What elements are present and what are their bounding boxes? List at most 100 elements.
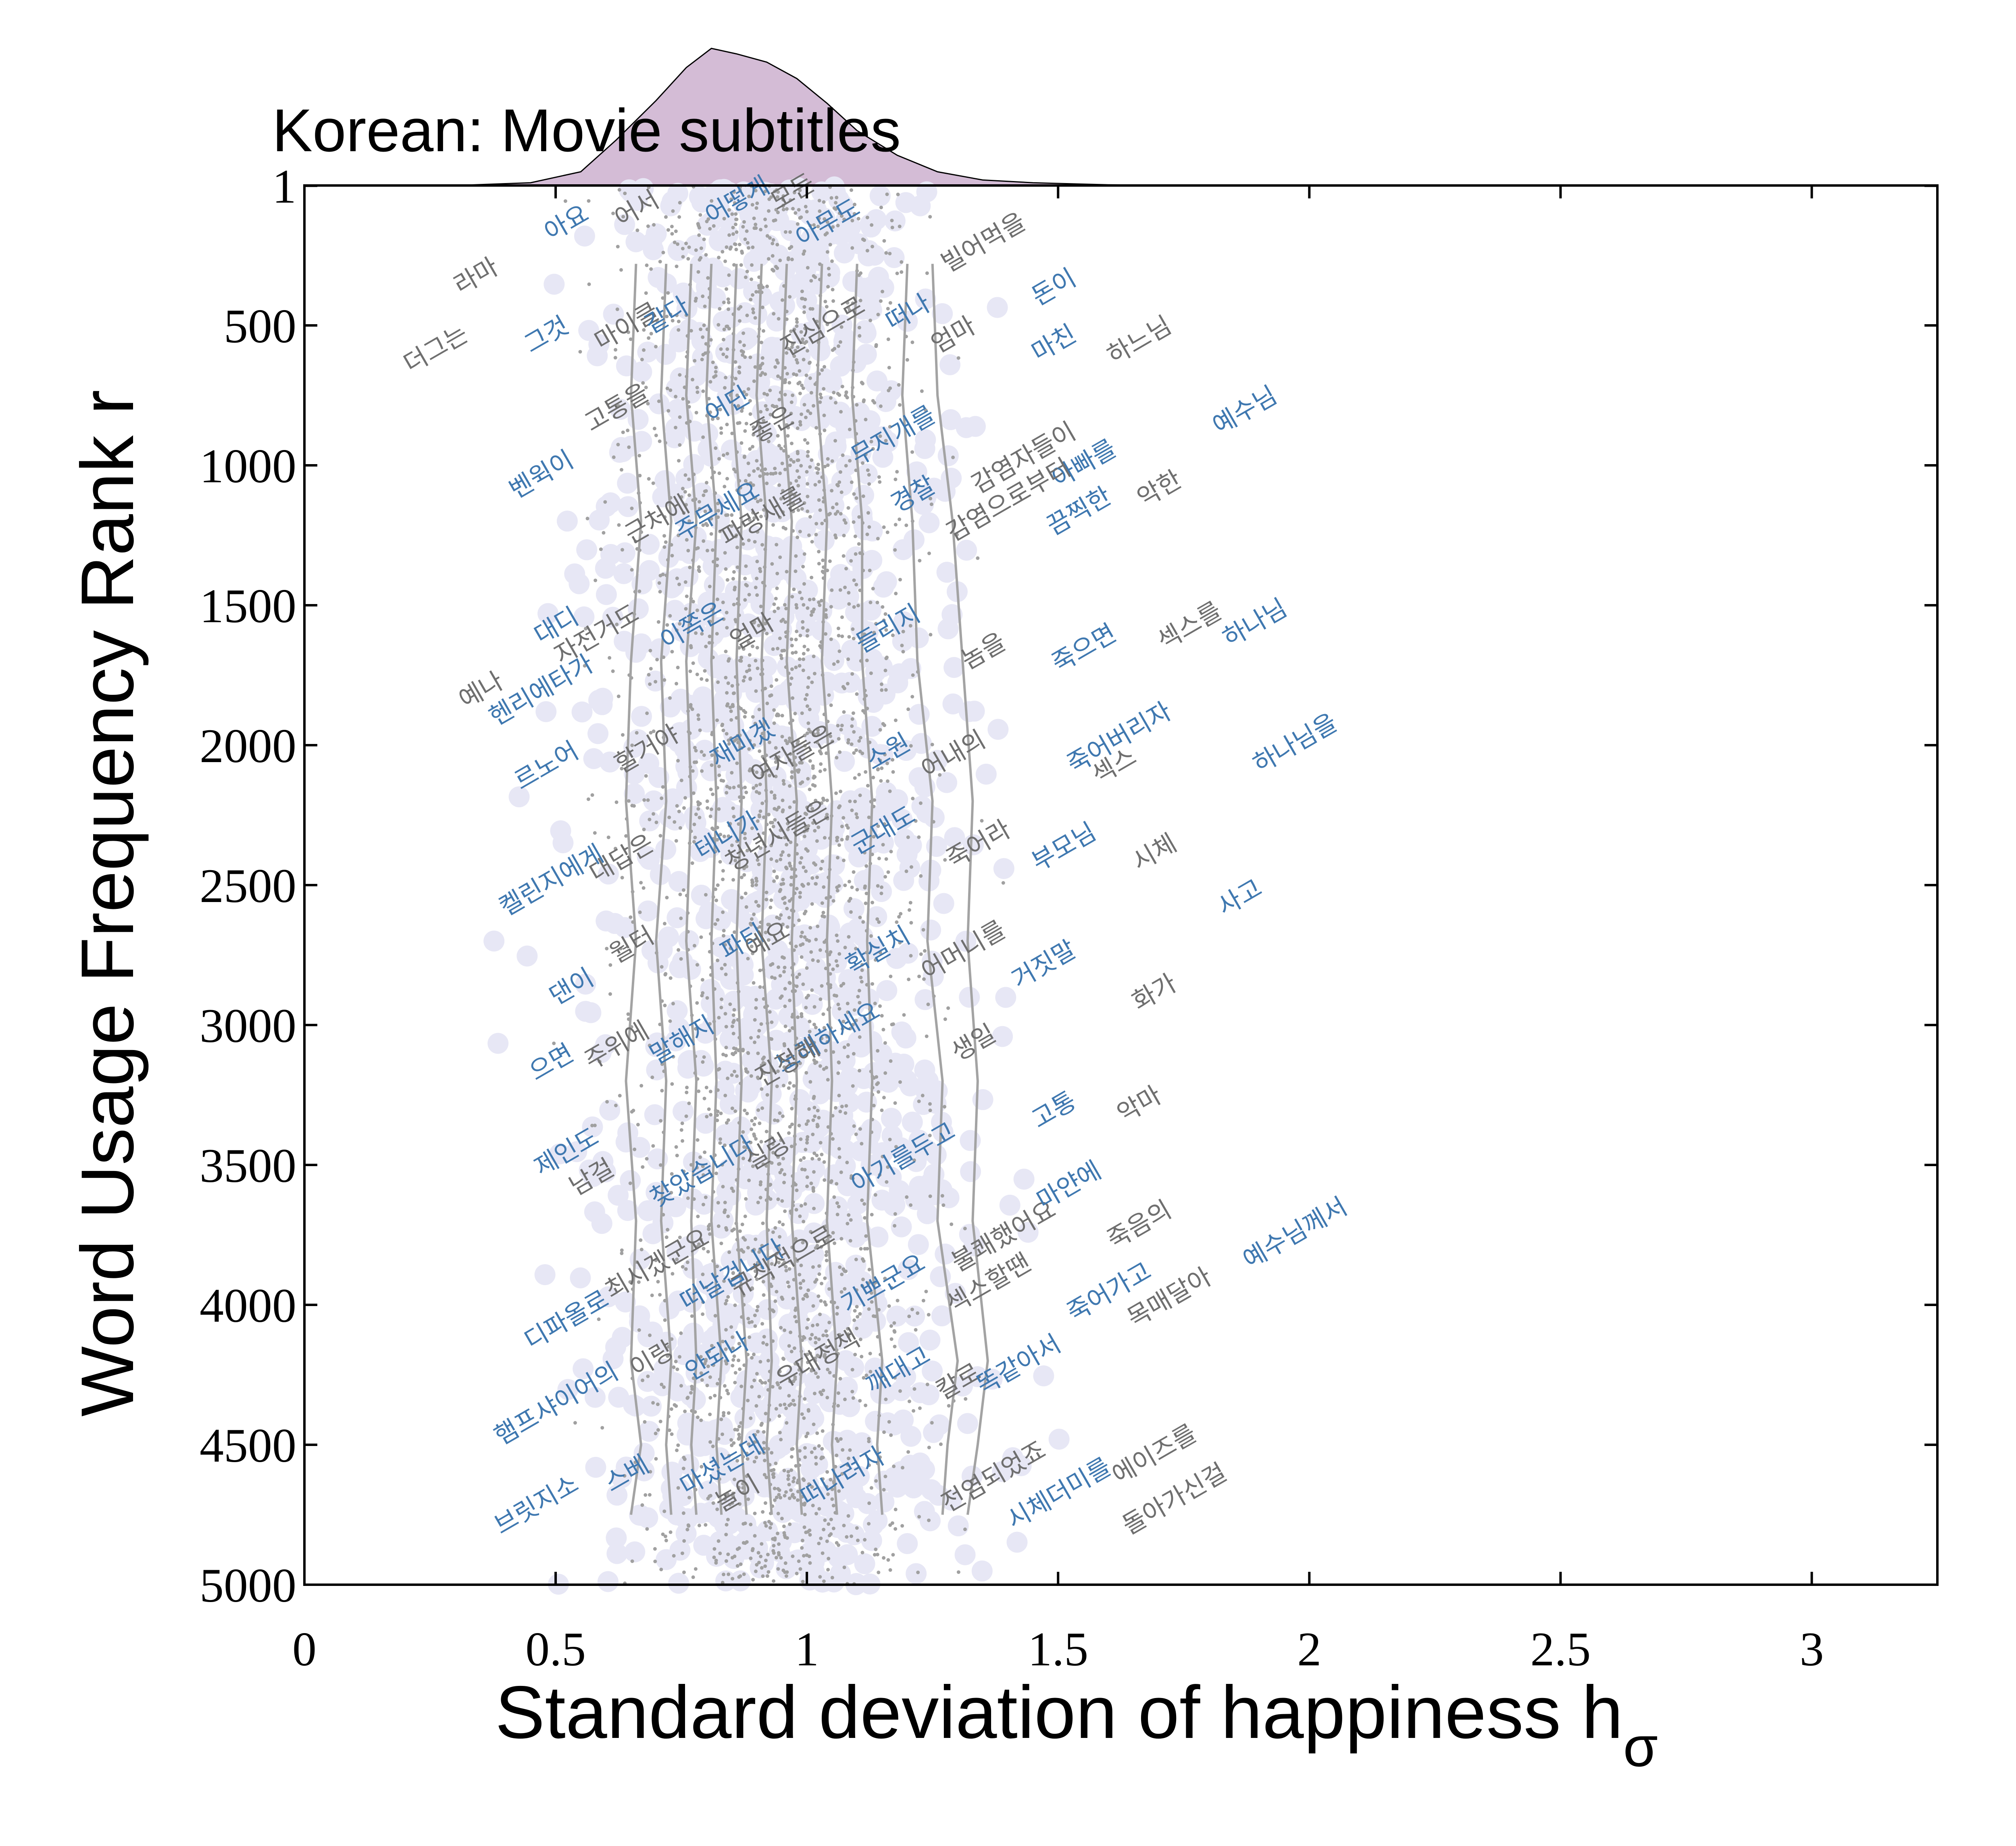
word-dot xyxy=(813,775,817,779)
word-dot xyxy=(929,502,933,506)
word-dot xyxy=(662,922,666,926)
word-dot xyxy=(827,1533,831,1538)
word-dot xyxy=(813,1446,817,1450)
word-dot xyxy=(755,1372,759,1376)
word-dot xyxy=(651,1401,655,1405)
word-dot xyxy=(646,402,650,406)
word-dot xyxy=(779,1326,783,1330)
word-dot xyxy=(822,885,826,889)
word-dot xyxy=(743,675,747,679)
word-dot xyxy=(822,1160,826,1164)
word-dot xyxy=(675,628,679,632)
word-dot xyxy=(698,507,702,511)
word-dot xyxy=(882,1430,886,1434)
y-tick-label: 4500 xyxy=(200,1419,296,1472)
word-dot xyxy=(658,590,662,594)
word-dot xyxy=(708,1396,712,1400)
word-dot xyxy=(578,350,582,354)
word-halo xyxy=(534,1264,556,1286)
word-dot xyxy=(841,1448,845,1452)
word-dot xyxy=(721,352,725,356)
word-dot xyxy=(715,1382,719,1386)
word-dot xyxy=(779,1556,783,1560)
word-dot xyxy=(817,562,821,566)
word-halo xyxy=(614,631,635,652)
word-dot xyxy=(735,565,739,569)
word-dot xyxy=(647,477,651,481)
word-dot xyxy=(686,257,690,261)
word-dot xyxy=(810,988,814,992)
word-dot xyxy=(833,439,837,443)
word-dot xyxy=(773,1118,777,1122)
word-dot xyxy=(827,1287,831,1291)
word-dot xyxy=(726,1517,730,1521)
word-dot xyxy=(833,347,837,351)
word-dot xyxy=(805,210,809,214)
word-dot xyxy=(754,689,758,693)
word-dot xyxy=(738,1229,742,1233)
word-dot xyxy=(781,1156,785,1161)
word-dot xyxy=(812,404,816,408)
word-dot xyxy=(801,884,805,888)
word-dot xyxy=(724,1347,728,1351)
word-dot xyxy=(878,480,882,484)
word-dot xyxy=(780,1517,784,1521)
word-dot xyxy=(711,1444,715,1448)
word-dot xyxy=(791,696,795,700)
word-halo xyxy=(719,1094,741,1115)
word-dot xyxy=(842,533,846,538)
word-dot xyxy=(739,263,743,267)
word-dot xyxy=(742,390,746,394)
word-dot xyxy=(798,895,802,899)
word-dot xyxy=(619,268,623,272)
word-dot xyxy=(786,434,790,438)
word-dot xyxy=(829,703,833,707)
word-dot xyxy=(820,1152,824,1156)
word-dot xyxy=(741,1522,746,1526)
word-dot xyxy=(754,1006,758,1010)
word-dot xyxy=(789,637,793,641)
word-dot xyxy=(877,1090,881,1094)
y-tick-label: 1000 xyxy=(200,439,296,493)
word-dot xyxy=(651,481,655,485)
word-dot xyxy=(922,977,926,981)
word-dot xyxy=(781,1114,785,1118)
word-dot xyxy=(861,920,865,924)
word-dot xyxy=(666,228,670,232)
word-label: 더그는 xyxy=(398,319,473,379)
word-dot xyxy=(882,1556,886,1560)
word-dot xyxy=(867,525,871,529)
word-dot xyxy=(761,1162,765,1166)
word-dot xyxy=(762,1055,766,1059)
word-dot xyxy=(803,1513,807,1517)
word-dot xyxy=(726,1552,730,1556)
word-dot xyxy=(768,236,772,240)
word-dot xyxy=(747,473,751,477)
word-halo xyxy=(655,839,677,860)
word-halo xyxy=(730,1570,751,1592)
word-dot xyxy=(730,1443,734,1447)
word-dot xyxy=(773,794,777,798)
word-dot xyxy=(846,681,850,685)
word-halo xyxy=(837,941,858,962)
word-dot xyxy=(860,1354,864,1358)
word-dot xyxy=(682,1570,686,1574)
word-dot xyxy=(735,737,739,741)
word-dot xyxy=(846,301,850,305)
word-dot xyxy=(715,749,719,753)
word-dot xyxy=(735,217,739,221)
word-dot xyxy=(742,1572,746,1576)
word-dot xyxy=(743,598,747,602)
word-dot xyxy=(716,1539,721,1543)
word-dot xyxy=(675,804,679,808)
word-dot xyxy=(846,1463,850,1467)
word-dot xyxy=(839,410,843,414)
word-dot xyxy=(869,1291,873,1295)
word-dot xyxy=(879,299,883,303)
word-dot xyxy=(891,770,895,774)
word-dot xyxy=(697,1523,701,1527)
word-dot xyxy=(858,1001,862,1005)
word-dot xyxy=(757,708,761,712)
word-dot xyxy=(836,1391,840,1395)
word-dot xyxy=(731,1271,735,1275)
